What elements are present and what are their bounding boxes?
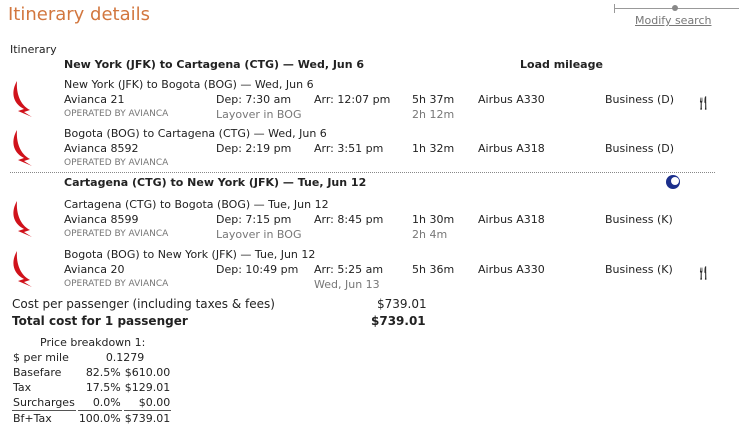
row-label: Basefare [13, 366, 62, 379]
arrival-time: Arr: 5:25 am [314, 263, 384, 276]
operated-by: OPERATED BY AVIANCA [64, 279, 169, 289]
aircraft: Airbus A318 [478, 142, 545, 155]
itinerary-label: Itinerary [10, 43, 57, 56]
segment-route: Bogota (BOG) to Cartagena (CTG) — Wed, J… [64, 127, 327, 140]
price-breakdown-table: Price breakdown 1: $ per mile 0.1279 Base… [10, 335, 173, 426]
airline-logo-icon [10, 128, 34, 168]
arrival-time: Arr: 3:51 pm [314, 142, 384, 155]
breakdown-row: Surcharges 0.0% $0.00 [12, 395, 172, 411]
departure-time: Dep: 10:49 pm [216, 263, 299, 276]
operated-by: OPERATED BY AVIANCA [64, 229, 169, 239]
total-cost-value: $739.01 [371, 314, 426, 328]
overnight-moon-icon [666, 175, 680, 189]
flight-duration: 5h 36m [412, 263, 455, 276]
cabin-class: Business (D) [605, 142, 675, 155]
airline-logo-icon [10, 79, 34, 119]
row-pct: 0.0% [77, 395, 122, 411]
layover-duration: 2h 4m [412, 228, 448, 241]
row-pct: 100.0% [78, 412, 121, 425]
aircraft: Airbus A330 [478, 263, 545, 276]
segment-route: Cartagena (CTG) to Bogota (BOG) — Tue, J… [64, 198, 329, 211]
segment-route: New York (JFK) to Bogota (BOG) — Wed, Ju… [64, 78, 314, 91]
airline-logo-icon [10, 249, 34, 289]
arrival-time: Arr: 8:45 pm [314, 213, 384, 226]
row-label: Surcharges [12, 396, 76, 411]
per-mile-label: $ per mile [13, 351, 69, 364]
departure-time: Dep: 7:30 am [216, 93, 292, 106]
flight-duration: 1h 30m [412, 213, 455, 226]
airline-logo-icon [10, 199, 34, 239]
row-label: Bf+Tax [13, 412, 52, 425]
leg-title: New York (JFK) to Cartagena (CTG) — Wed,… [64, 58, 365, 71]
departure-time: Dep: 7:15 pm [216, 213, 292, 226]
row-pct: 17.5% [85, 381, 121, 394]
flight-number: Avianca 20 [64, 263, 125, 276]
meal-icon: 🍴 [696, 96, 711, 110]
breakdown-row: Tax 17.5% $129.01 [12, 380, 171, 395]
arrival-time: Arr: 12:07 pm [314, 93, 391, 106]
row-pct: 82.5% [85, 366, 121, 379]
cost-per-passenger-label: Cost per passenger (including taxes & fe… [12, 297, 275, 311]
row-amount: $610.00 [124, 366, 171, 379]
cabin-class: Business (K) [605, 263, 673, 276]
meal-icon: 🍴 [696, 266, 711, 280]
page-title: Itinerary details [8, 4, 151, 25]
segment-route: Bogota (BOG) to New York (JFK) — Tue, Ju… [64, 248, 316, 261]
operated-by: OPERATED BY AVIANCA [64, 158, 169, 168]
row-amount: $129.01 [124, 381, 171, 394]
layover-info: Layover in BOG [216, 228, 302, 241]
cost-per-passenger-value: $739.01 [377, 297, 427, 311]
layover-info: Layover in BOG [216, 108, 302, 121]
aircraft: Airbus A330 [478, 93, 545, 106]
breakdown-row: Basefare 82.5% $610.00 [12, 365, 171, 380]
row-label: Tax [13, 381, 32, 394]
cabin-class: Business (D) [605, 93, 675, 106]
row-amount: $739.01 [124, 412, 171, 425]
flight-duration: 5h 37m [412, 93, 455, 106]
modify-search-link[interactable]: Modify search [635, 14, 712, 27]
breakdown-title: Price breakdown 1: [40, 336, 146, 349]
departure-time: Dep: 2:19 pm [216, 142, 292, 155]
flight-number: Avianca 8592 [64, 142, 139, 155]
load-mileage-button[interactable]: Load mileage [520, 58, 603, 71]
flight-number: Avianca 8599 [64, 213, 139, 226]
cabin-class: Business (K) [605, 213, 673, 226]
layover-duration: 2h 12m [412, 108, 455, 121]
breakdown-row: Bf+Tax 100.0% $739.01 [12, 411, 171, 426]
arrival-date: Wed, Jun 13 [314, 278, 380, 291]
per-mile-value: 0.1279 [105, 351, 145, 364]
aircraft: Airbus A318 [478, 213, 545, 226]
row-amount: $0.00 [123, 395, 172, 411]
total-cost-label: Total cost for 1 passenger [12, 314, 188, 328]
leg-divider [10, 172, 715, 173]
flight-number: Avianca 21 [64, 93, 125, 106]
leg-title: Cartagena (CTG) to New York (JFK) — Tue,… [64, 176, 367, 189]
progress-slider [614, 4, 739, 14]
operated-by: OPERATED BY AVIANCA [64, 109, 169, 119]
flight-duration: 1h 32m [412, 142, 455, 155]
